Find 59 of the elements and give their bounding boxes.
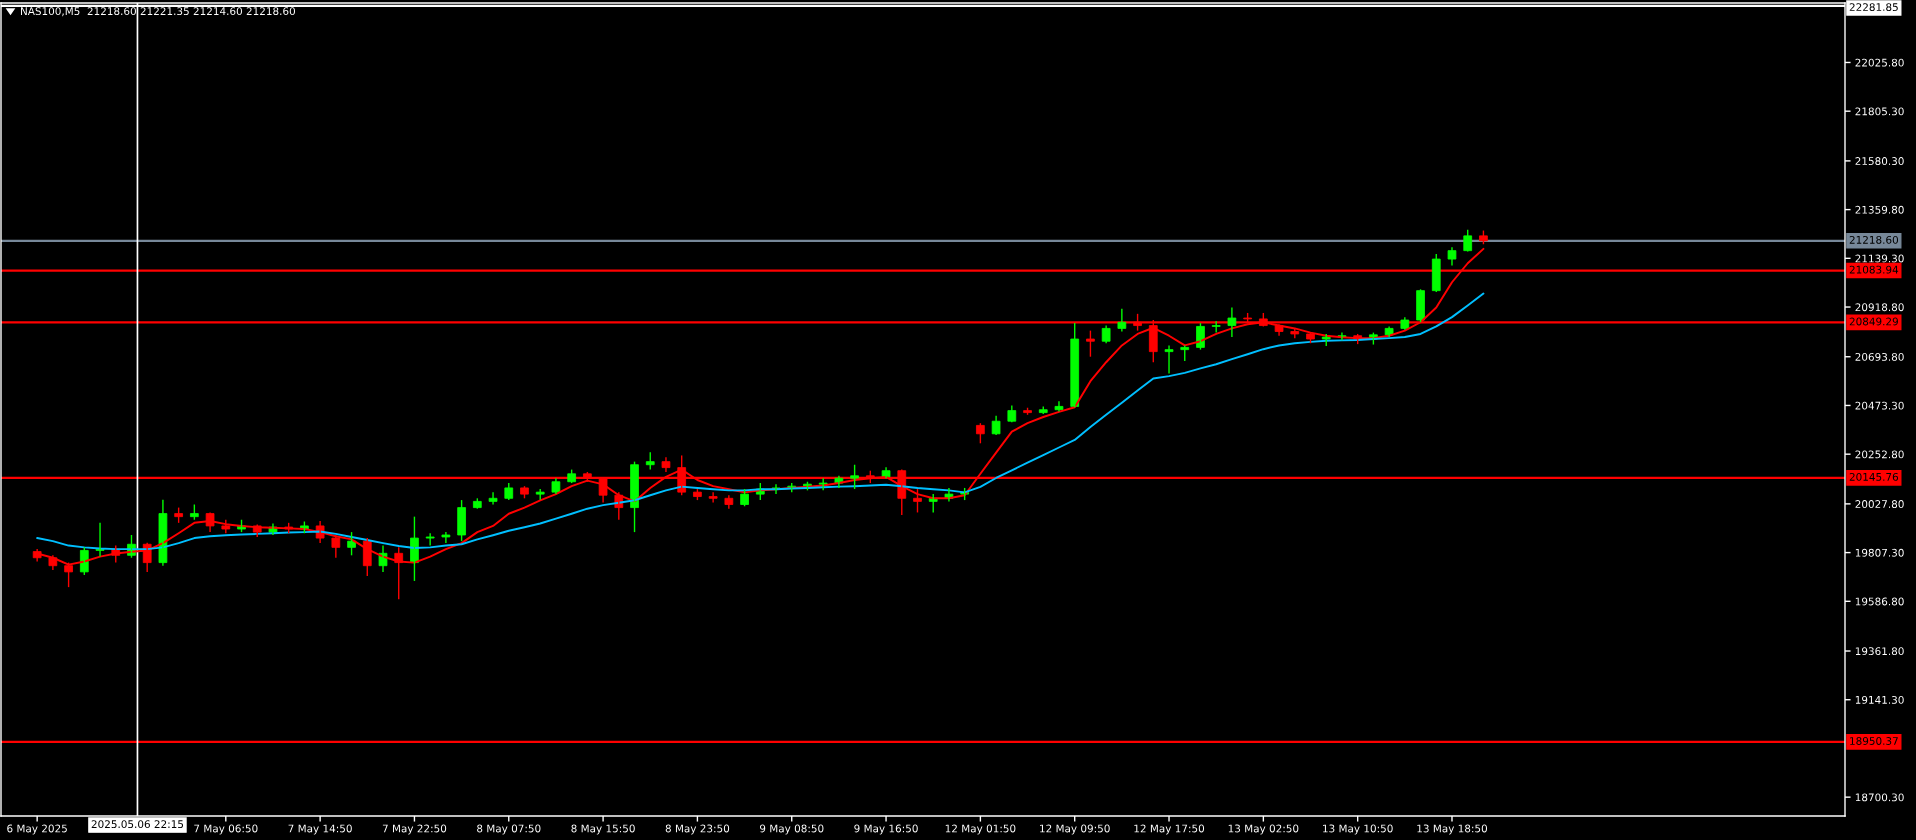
y-tick-label: 18700.30 bbox=[1855, 793, 1904, 802]
candlestick bbox=[425, 532, 435, 547]
candlestick bbox=[1211, 320, 1221, 334]
x-tick-label: 8 May 23:50 bbox=[665, 824, 730, 835]
x-tick-label: 8 May 07:50 bbox=[477, 824, 541, 835]
ref-line-label: 21083.94 bbox=[1849, 265, 1899, 274]
y-tick-label: 20027.80 bbox=[1855, 500, 1904, 508]
y-tick-label: 19361.80 bbox=[1855, 647, 1904, 656]
ref-line-label: 21218.60 bbox=[1849, 235, 1899, 244]
y-tick-label: 22025.80 bbox=[1855, 58, 1904, 67]
candlestick bbox=[1463, 228, 1473, 253]
ref-line-label: 20849.29 bbox=[1849, 317, 1898, 326]
candlestick bbox=[488, 491, 498, 506]
candlestick bbox=[1416, 288, 1425, 323]
x-tick-label: 7 May 06:50 bbox=[194, 824, 258, 835]
x-tick-label: 7 May 22:50 bbox=[382, 824, 447, 835]
x-tick-label: 9 May 16:50 bbox=[854, 824, 918, 835]
ref-line-label: 22281.85 bbox=[1849, 3, 1898, 12]
candlestick bbox=[913, 488, 922, 514]
x-tick-label: 13 May 18:50 bbox=[1417, 824, 1488, 835]
chart-title: NAS100,M5 21218.60 21221.35 21214.60 21218.60 bbox=[21, 7, 296, 17]
x-tick-label: 12 May 17:50 bbox=[1134, 824, 1205, 835]
y-tick-label: 19586.80 bbox=[1855, 597, 1904, 606]
candlestick bbox=[441, 531, 451, 544]
candlestick bbox=[457, 499, 466, 542]
candlestick bbox=[1164, 344, 1174, 375]
candlestick bbox=[1447, 246, 1457, 267]
ref-line-label: 20145.76 bbox=[1849, 472, 1899, 481]
candlestick bbox=[1054, 400, 1064, 413]
ref-line-label: 18950.37 bbox=[1850, 737, 1898, 745]
y-tick-label: 21359.80 bbox=[1855, 205, 1904, 214]
candlestick bbox=[1086, 329, 1095, 358]
x-tick-label: 12 May 01:50 bbox=[945, 824, 1016, 835]
candlestick bbox=[881, 466, 891, 479]
x-tick-label: 8 May 15:50 bbox=[571, 824, 635, 835]
x-tick-label: 12 May 09:50 bbox=[1040, 824, 1110, 835]
y-tick-label: 21139.30 bbox=[1855, 254, 1904, 263]
y-tick-label: 19807.30 bbox=[1855, 548, 1904, 557]
y-tick-label: 19141.30 bbox=[1855, 695, 1904, 704]
candlestick bbox=[708, 491, 718, 504]
y-tick-label: 21580.30 bbox=[1855, 157, 1904, 165]
text: 2025.05.06 22:15 bbox=[91, 820, 184, 829]
candlestick bbox=[551, 477, 561, 495]
y-tick-label: 21805.30 bbox=[1855, 107, 1904, 116]
x-tick-label: 9 May 08:50 bbox=[759, 824, 824, 835]
y-tick-label: 20252.80 bbox=[1855, 450, 1904, 459]
candlestick bbox=[1431, 253, 1441, 293]
x-tick-label: 7 May 14:50 bbox=[288, 824, 352, 835]
x-tick-label: 13 May 02:50 bbox=[1228, 824, 1299, 835]
x-tick-label: 13 May 10:50 bbox=[1323, 824, 1393, 835]
x-tick-label: 6 May 2025 bbox=[7, 824, 67, 835]
candlestick bbox=[850, 464, 859, 490]
candlestick bbox=[976, 422, 985, 444]
candlestick bbox=[1070, 322, 1080, 408]
y-tick-label: 20918.80 bbox=[1855, 303, 1904, 312]
candlestick bbox=[661, 456, 671, 473]
y-tick-label: 20693.80 bbox=[1855, 352, 1904, 361]
candlestick bbox=[818, 477, 828, 492]
y-tick-label: 20473.30 bbox=[1855, 401, 1904, 410]
